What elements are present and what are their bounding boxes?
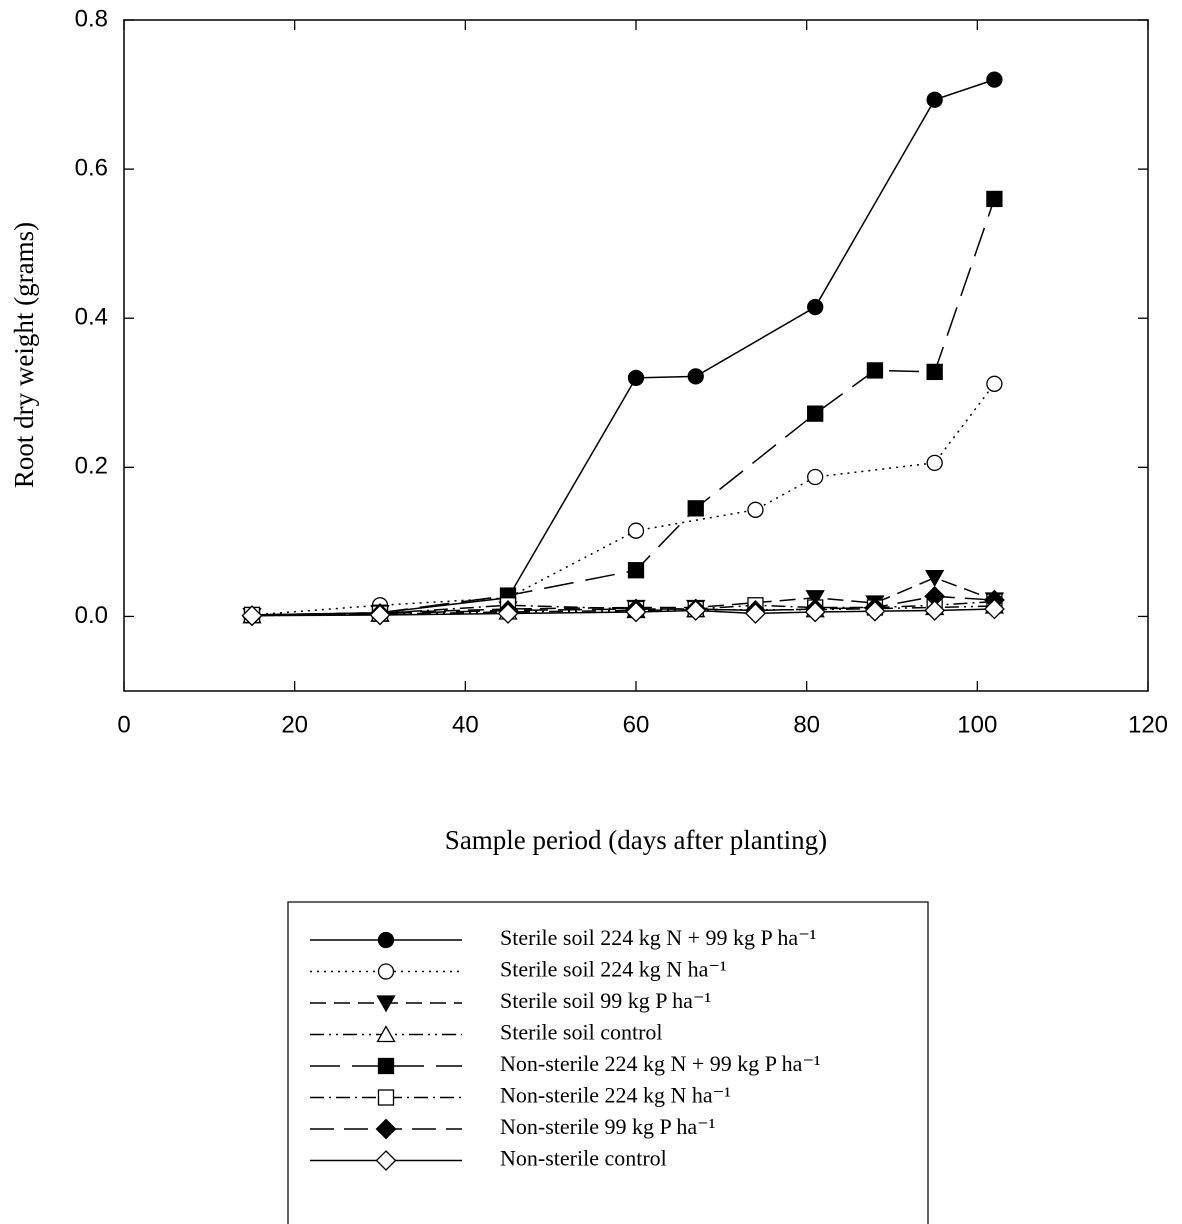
marker — [926, 363, 943, 381]
marker — [986, 190, 1003, 208]
marker — [807, 405, 824, 422]
marker — [369, 604, 391, 626]
marker — [986, 71, 1003, 88]
y-tick-label: 0.6 — [75, 154, 108, 181]
marker — [805, 590, 825, 608]
marker — [375, 1150, 397, 1171]
legend-label: Non-sterile 224 kg N + 99 kg P ha⁻¹ — [500, 1051, 821, 1076]
marker — [685, 600, 707, 621]
marker — [377, 963, 395, 980]
series-line — [251, 605, 995, 617]
legend-label: Sterile soil control — [500, 1020, 663, 1045]
series-line — [251, 78, 995, 616]
marker — [627, 562, 645, 579]
marker — [241, 605, 263, 627]
series-line — [251, 600, 995, 616]
y-axis-title: Root dry weight (grams) — [9, 222, 39, 488]
marker — [625, 601, 647, 623]
marker — [376, 1025, 396, 1043]
y-tick-label: 0.0 — [75, 602, 108, 629]
series-line — [251, 595, 995, 617]
marker — [747, 501, 764, 518]
marker — [627, 369, 645, 387]
legend-label: Non-sterile 224 kg N ha⁻¹ — [500, 1083, 731, 1108]
x-axis-title: Sample period (days after planting) — [445, 825, 827, 855]
y-tick-label: 0.8 — [75, 5, 108, 32]
marker — [804, 601, 826, 623]
marker — [687, 500, 704, 517]
marker — [687, 368, 704, 385]
y-tick-label: 0.2 — [75, 453, 108, 480]
y-tick-label: 0.4 — [75, 304, 108, 331]
x-tick-label: 40 — [452, 711, 479, 738]
legend-box — [287, 901, 929, 1224]
marker — [377, 1089, 395, 1106]
marker — [627, 522, 645, 539]
marker — [377, 1057, 395, 1075]
series-line — [251, 608, 995, 617]
x-tick-label: 100 — [957, 711, 997, 738]
marker — [925, 570, 945, 587]
series-line — [251, 383, 995, 616]
x-tick-label: 80 — [793, 711, 820, 738]
x-tick-label: 60 — [623, 711, 650, 738]
legend-label: Sterile soil 99 kg P ha⁻¹ — [500, 988, 711, 1013]
marker — [926, 454, 943, 472]
marker — [983, 598, 1005, 620]
x-tick-label: 120 — [1128, 711, 1168, 738]
marker — [375, 1118, 397, 1140]
marker — [377, 931, 395, 949]
legend-label: Non-sterile 99 kg P ha⁻¹ — [500, 1114, 715, 1139]
marker — [497, 603, 519, 624]
marker — [807, 298, 824, 316]
legend-label: Sterile soil 224 kg N ha⁻¹ — [500, 957, 727, 982]
x-tick-label: 20 — [281, 711, 308, 738]
marker — [864, 600, 886, 622]
marker — [807, 468, 824, 486]
marker — [866, 362, 884, 379]
legend-label: Sterile soil 224 kg N + 99 kg P ha⁻¹ — [500, 925, 816, 950]
marker — [745, 603, 766, 624]
marker — [924, 600, 946, 621]
marker — [926, 91, 943, 108]
x-tick-label: 0 — [117, 711, 130, 738]
marker — [986, 375, 1003, 392]
series-line — [251, 198, 996, 616]
legend-label: Non-sterile control — [500, 1146, 667, 1171]
marker — [376, 995, 396, 1013]
